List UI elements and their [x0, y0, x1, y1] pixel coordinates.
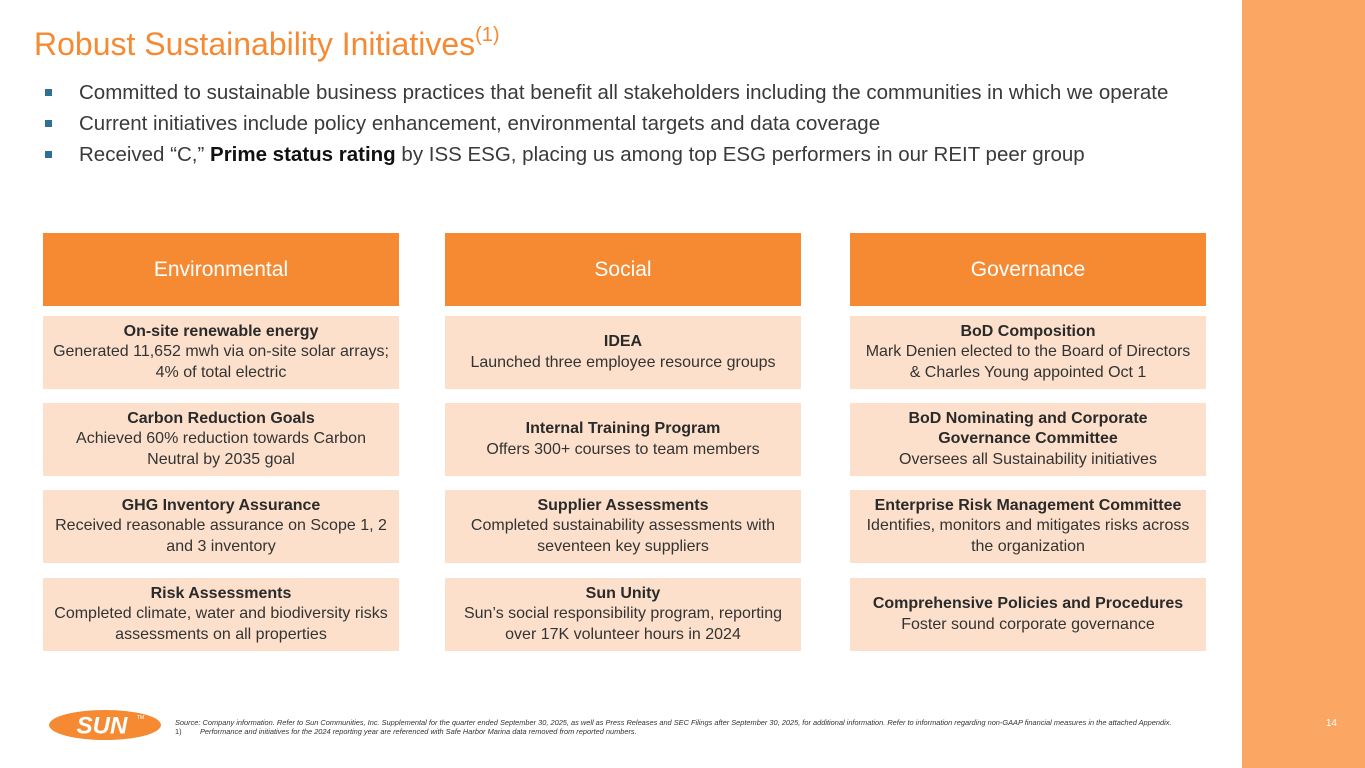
- gov-card-bod-composition: BoD Composition Mark Denien elected to t…: [850, 316, 1206, 389]
- footnote-source: Source: Company information. Refer to Su…: [175, 718, 1172, 727]
- bullet-text: Received “C,”: [79, 143, 211, 166]
- side-accent-strip: [1242, 0, 1365, 768]
- environmental-header: Environmental: [43, 233, 399, 306]
- summary-bullets: Committed to sustainable business practi…: [44, 80, 1196, 173]
- logo-text: SUN: [77, 713, 128, 740]
- gov-card-nominating-committee: BoD Nominating and Corporate Governance …: [850, 403, 1206, 476]
- bullet-text: by ISS ESG, placing us among top ESG per…: [395, 143, 1085, 166]
- card-body: Launched three employee resource groups: [470, 353, 776, 371]
- social-card-training: Internal Training Program Offers 300+ co…: [445, 403, 801, 476]
- bullet-item: Current initiatives include policy enhan…: [44, 111, 1196, 136]
- card-body: Achieved 60% reduction towards Carbon Ne…: [76, 430, 366, 468]
- card-heading: BoD Composition: [960, 322, 1096, 340]
- bullet-item: Committed to sustainable business practi…: [44, 80, 1196, 105]
- footnote-number: 1): [175, 727, 182, 737]
- page-title: Robust Sustainability Initiatives(1): [34, 24, 500, 63]
- card-heading: BoD Nominating and Corporate Governance …: [908, 409, 1148, 448]
- card-body: Mark Denien elected to the Board of Dire…: [865, 343, 1191, 381]
- env-card-ghg-assurance: GHG Inventory Assurance Received reasona…: [43, 490, 399, 563]
- page-number: 14: [1325, 718, 1337, 729]
- card-body: Identifies, monitors and mitigates risks…: [866, 517, 1190, 555]
- social-card-sun-unity: Sun Unity Sun’s social responsibility pr…: [445, 578, 801, 651]
- social-header: Social: [445, 233, 801, 306]
- bullet-text: Committed to sustainable business practi…: [79, 81, 1169, 104]
- square-bullet-icon: [45, 120, 52, 127]
- logo-trademark: TM: [137, 715, 144, 721]
- card-heading: Internal Training Program: [525, 420, 721, 437]
- bullet-bold-text: Prime status rating: [210, 143, 396, 166]
- card-heading: Sun Unity: [585, 584, 661, 602]
- card-heading: Comprehensive Policies and Procedures: [872, 595, 1184, 612]
- footnote-note: 1) Performance and initiatives for the 20…: [175, 727, 1215, 736]
- bullet-text: Current initiatives include policy enhan…: [79, 112, 881, 135]
- card-body: Sun’s social responsibility program, rep…: [463, 605, 783, 643]
- env-card-carbon-reduction: Carbon Reduction Goals Achieved 60% redu…: [43, 403, 399, 476]
- governance-header: Governance: [850, 233, 1206, 306]
- page-title-text: Robust Sustainability Initiatives: [34, 26, 476, 62]
- card-heading: Carbon Reduction Goals: [127, 409, 315, 427]
- social-column: Social IDEA Launched three employee reso…: [445, 233, 801, 651]
- card-heading: GHG Inventory Assurance: [121, 496, 321, 514]
- square-bullet-icon: [45, 89, 52, 96]
- card-body: Generated 11,652 mwh via on-site solar a…: [53, 343, 389, 381]
- square-bullet-icon: [45, 151, 52, 158]
- footnote: Source: Company information. Refer to Su…: [175, 718, 1215, 737]
- card-body: Foster sound corporate governance: [901, 615, 1155, 633]
- card-heading: Supplier Assessments: [537, 496, 709, 514]
- environmental-column: Environmental On-site renewable energy G…: [43, 233, 399, 651]
- card-heading: IDEA: [603, 333, 643, 350]
- social-card-idea: IDEA Launched three employee resource gr…: [445, 316, 801, 389]
- card-heading: Risk Assessments: [150, 584, 292, 602]
- env-card-renewable-energy: On-site renewable energy Generated 11,65…: [43, 316, 399, 389]
- gov-card-erm-committee: Enterprise Risk Management Committee Ide…: [850, 490, 1206, 563]
- card-body: Oversees all Sustainability initiatives: [899, 450, 1157, 468]
- social-card-supplier: Supplier Assessments Completed sustainab…: [445, 490, 801, 563]
- card-body: Received reasonable assurance on Scope 1…: [55, 517, 387, 555]
- env-card-risk-assessments: Risk Assessments Completed climate, wate…: [43, 578, 399, 651]
- card-heading: On-site renewable energy: [123, 322, 319, 340]
- card-body: Completed sustainability assessments wit…: [470, 517, 776, 555]
- gov-card-policies: Comprehensive Policies and Procedures Fo…: [850, 578, 1206, 651]
- bullet-item: Received “C,” Prime status rating by ISS…: [44, 142, 1196, 167]
- card-body: Offers 300+ courses to team members: [486, 440, 760, 458]
- footnote-note-text: Performance and initiatives for the 2024…: [200, 727, 637, 737]
- governance-column: Governance BoD Composition Mark Denien e…: [850, 233, 1206, 651]
- card-body: Completed climate, water and biodiversit…: [54, 605, 388, 643]
- card-heading: Enterprise Risk Management Committee: [874, 496, 1182, 514]
- sun-logo: SUN TM: [49, 710, 161, 740]
- title-footnote-ref: (1): [475, 24, 500, 47]
